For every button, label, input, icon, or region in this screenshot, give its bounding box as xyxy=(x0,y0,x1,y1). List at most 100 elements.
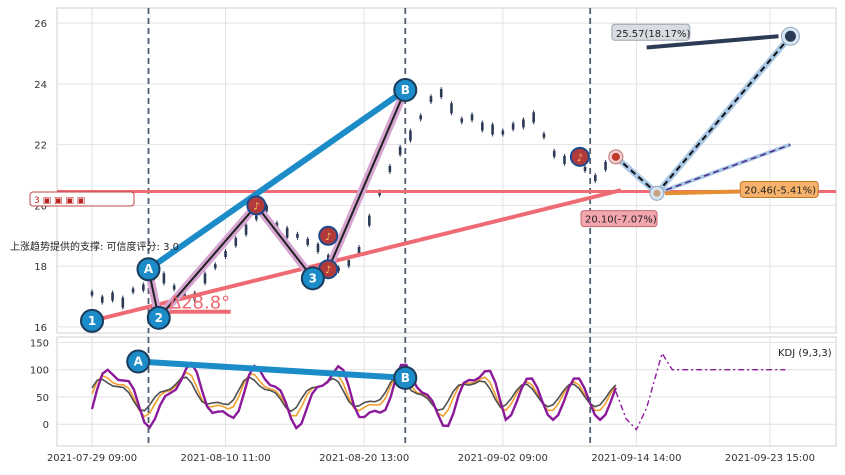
note-marker xyxy=(246,195,267,216)
note-marker-glyph: ♪ xyxy=(325,232,331,243)
note-marker xyxy=(569,146,590,167)
pattern-point-label: 2 xyxy=(155,311,163,325)
support-price-box xyxy=(739,180,819,198)
target-arrow xyxy=(646,34,779,50)
price-y-tick-label: 24 xyxy=(34,80,47,91)
pattern-point xyxy=(136,257,161,282)
candle-body xyxy=(470,114,474,121)
kdj-point-label: A xyxy=(134,355,144,369)
note-marker-glyph: ♪ xyxy=(325,265,331,276)
price-y-tick-label: 20 xyxy=(34,201,47,212)
pattern-zigzag-bg xyxy=(144,88,409,322)
candle-body xyxy=(388,165,392,172)
candle-body xyxy=(244,224,248,235)
kdj-panel-frame xyxy=(56,336,837,447)
blue-trend-line xyxy=(146,87,407,272)
candle-body xyxy=(368,215,371,226)
x-tick-label: 2021-08-20 13:00 xyxy=(319,453,409,464)
candle-body xyxy=(213,264,217,269)
frame-layer xyxy=(56,7,837,447)
pattern-point xyxy=(393,78,418,103)
stamp-box xyxy=(29,191,135,207)
candle-body xyxy=(542,133,546,138)
pattern-point-label: A xyxy=(144,262,154,276)
candle-body xyxy=(532,112,535,123)
target-label-box xyxy=(611,23,691,41)
price-y-tick-label: 16 xyxy=(34,323,47,334)
kdj-title: KDJ (9,3,3) xyxy=(778,348,832,359)
candle-body xyxy=(224,251,227,258)
price-y-tick-label: 22 xyxy=(34,141,47,152)
candle-body xyxy=(337,267,340,272)
candle-body xyxy=(460,118,464,123)
x-tick-label: 2021-09-02 09:00 xyxy=(458,453,548,464)
target-label: 25.57(18.17%) xyxy=(616,29,691,40)
candle-body xyxy=(429,96,433,103)
kdj-blue-line xyxy=(138,358,406,381)
pattern-point xyxy=(80,308,104,333)
kdj-point xyxy=(393,365,418,390)
candle-body xyxy=(419,115,422,120)
pattern-point-label: 1 xyxy=(88,314,96,328)
forecast-path xyxy=(656,35,792,194)
x-tick-label: 2021-09-23 15:00 xyxy=(725,453,815,464)
candle-body xyxy=(522,119,525,128)
series-layer xyxy=(90,87,786,431)
candle-body xyxy=(552,150,556,157)
x-tick-label: 2021-09-14 14:00 xyxy=(591,453,681,464)
note-marker-glyph: ♪ xyxy=(577,153,583,164)
price-y-tick-label: 18 xyxy=(34,262,47,273)
candle-body xyxy=(111,292,114,301)
candle-body xyxy=(265,205,268,212)
note-marker xyxy=(318,225,339,246)
pattern-point-label: B xyxy=(401,83,410,97)
candle-body xyxy=(511,123,515,130)
pivot-dot xyxy=(653,189,661,197)
support-arrow xyxy=(664,189,740,196)
x-tick-label: 2021-07-29 09:00 xyxy=(47,453,137,464)
kdj-projection xyxy=(615,351,786,431)
candle-body xyxy=(481,122,484,131)
candle-body xyxy=(285,227,289,238)
candle-body xyxy=(255,215,258,220)
price-y-tick-label: 26 xyxy=(34,19,47,30)
candle-body xyxy=(90,291,94,296)
note-marker-glyph: ♪ xyxy=(253,201,259,212)
candle-body xyxy=(306,238,309,245)
candle-body xyxy=(316,243,320,252)
kdj-point xyxy=(126,349,151,374)
candle-body xyxy=(296,233,299,238)
candle-body xyxy=(172,285,176,290)
candle-body xyxy=(357,246,361,255)
forecast-path xyxy=(615,156,658,195)
pattern-point xyxy=(146,305,171,330)
label-layer: 1 2 A 3 B 上涨趋势提供的支撑: 可信度评分: 3.0 ∆28.8° 25.57(18… xyxy=(10,23,819,390)
kdj-y-tick-label: 150 xyxy=(30,338,49,349)
kdj-line-J xyxy=(90,361,617,430)
overlay-layer: ♪ ♪ ♪ ♪ xyxy=(57,8,836,446)
candle-body xyxy=(398,146,402,155)
candle-body xyxy=(347,260,351,267)
trend-price-label: 20.10(-7.07%) xyxy=(585,215,657,226)
candle-body xyxy=(409,130,412,141)
candle-body xyxy=(450,103,453,114)
candle-body xyxy=(234,237,238,246)
kdj-y-tick-label: 100 xyxy=(30,366,49,377)
candle-body xyxy=(563,155,566,164)
candle-body xyxy=(378,191,381,196)
candle-body xyxy=(583,166,587,171)
pattern-point xyxy=(300,266,325,291)
angle-text: ∆28.8° xyxy=(168,293,230,314)
candle-body xyxy=(142,284,145,291)
x-tick-label: 2021-08-10 11:00 xyxy=(180,453,270,464)
candle-body xyxy=(203,273,207,284)
candle-body xyxy=(439,89,443,98)
target-dot xyxy=(784,30,796,42)
support-price-label: 20.46(-5.41%) xyxy=(744,185,816,196)
candle-body xyxy=(501,130,505,135)
candle-body xyxy=(162,273,166,284)
support-annotation-text: 上涨趋势提供的支撑: 可信度评分: 3.0 xyxy=(10,240,179,253)
candle-body xyxy=(131,288,135,293)
